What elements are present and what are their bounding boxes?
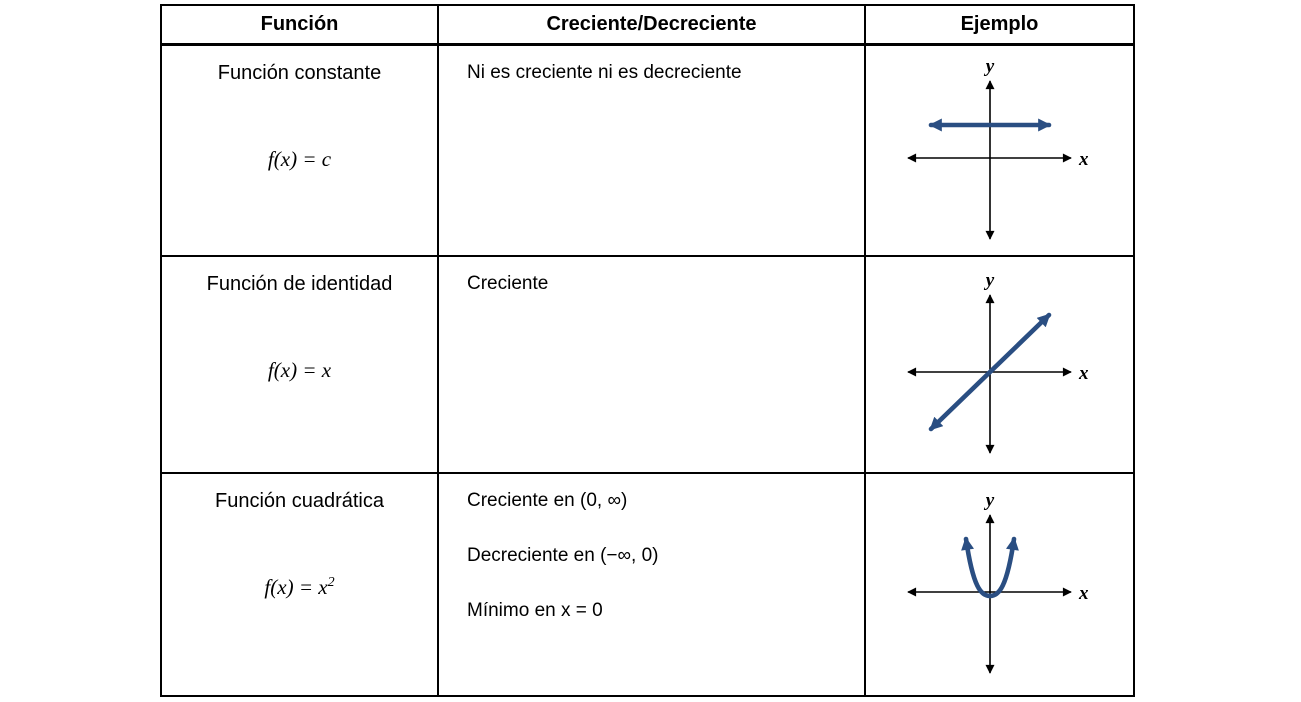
- column-header-label: Ejemplo: [960, 13, 1039, 35]
- function-name: Función constante: [217, 62, 382, 84]
- x-axis-label: x: [1078, 363, 1089, 384]
- function-formula: f(x) = x2: [162, 575, 437, 600]
- identity-function-graph: y x: [906, 271, 1089, 454]
- table-row-1-function-cell: Función constante f(x) = c: [162, 46, 439, 257]
- quadratic-function-graph: y x: [906, 491, 1089, 674]
- x-axis-label: x: [1078, 583, 1089, 604]
- table-row-3-function-cell: Función cuadrática f(x) = x2: [162, 474, 439, 695]
- y-axis-label: y: [983, 57, 994, 77]
- identity-line: [928, 312, 1051, 431]
- parabola-left-arm: [960, 536, 992, 598]
- formula-sup: 2: [327, 575, 335, 590]
- column-header-ejemplo: Ejemplo: [866, 6, 1133, 46]
- table-row-2-behavior-cell: Creciente: [439, 257, 866, 474]
- behavior-line: Creciente: [467, 273, 549, 294]
- behavior-line: Ni es creciente ni es decreciente: [467, 62, 742, 83]
- y-axis-label: y: [983, 271, 994, 291]
- function-name: Función de identidad: [206, 273, 393, 295]
- table-row-1-example-cell: y x: [866, 46, 1133, 257]
- formula-base: f(x) = x: [264, 575, 328, 599]
- column-header-label: Función: [260, 13, 339, 35]
- table-row-2-example-cell: y x: [866, 257, 1133, 474]
- behavior-line: Decreciente en (−∞, 0): [467, 545, 659, 566]
- parabola-right-arm: [987, 536, 1019, 598]
- column-header-creciente-decreciente: Creciente/Decreciente: [439, 6, 866, 46]
- formula-base: f(x) = c: [267, 147, 332, 171]
- table-row-3-behavior-cell: Creciente en (0, ∞) Decreciente en (−∞, …: [439, 474, 866, 695]
- table-row-1-behavior-cell: Ni es creciente ni es decreciente: [439, 46, 866, 257]
- function-formula: f(x) = x: [162, 358, 437, 383]
- column-header-funcion: Función: [162, 6, 439, 46]
- column-header-label: Creciente/Decreciente: [546, 13, 757, 35]
- constant-function-graph: y x: [906, 57, 1089, 240]
- x-axis-label: x: [1078, 149, 1089, 170]
- y-axis-label: y: [983, 491, 994, 511]
- behavior-line: Mínimo en x = 0: [467, 600, 603, 621]
- function-formula: f(x) = c: [162, 147, 437, 172]
- behavior-line: Creciente en (0, ∞): [467, 490, 628, 511]
- function-name: Función cuadrática: [215, 490, 384, 512]
- formula-base: f(x) = x: [267, 358, 332, 382]
- function-table: Función Creciente/Decreciente Ejemplo Fu…: [160, 4, 1135, 697]
- table-row-3-example-cell: y x: [866, 474, 1133, 695]
- table-row-2-function-cell: Función de identidad f(x) = x: [162, 257, 439, 474]
